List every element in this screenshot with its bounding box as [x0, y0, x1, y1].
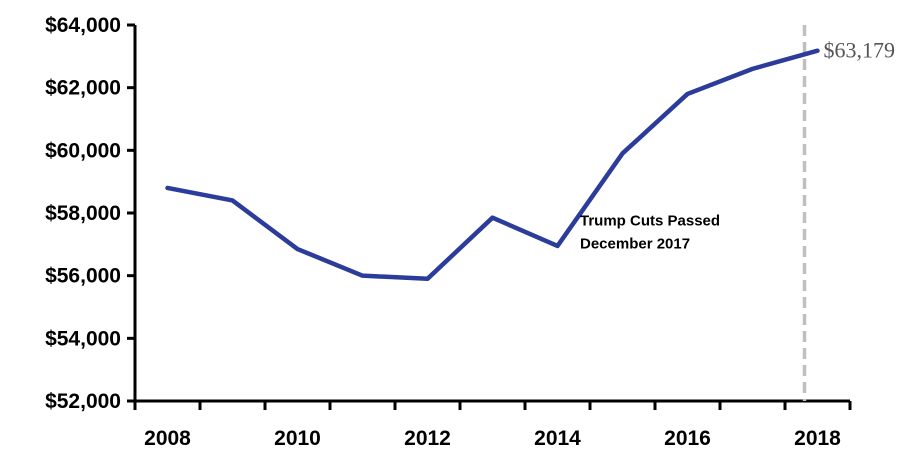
y-tick-label: $54,000: [45, 327, 121, 350]
annotations: $63,179 Trump Cuts Passed December 2017: [580, 38, 895, 253]
y-tick-label: $62,000: [45, 77, 121, 100]
x-tick-label: 2010: [274, 427, 321, 450]
y-tick-label: $60,000: [45, 139, 121, 162]
series-line: [165, 48, 820, 282]
x-tick-label: 2008: [144, 427, 191, 450]
x-tick-label: 2014: [534, 427, 581, 450]
y-tick-label: $58,000: [45, 202, 121, 225]
y-tick-label: $56,000: [45, 265, 121, 288]
x-axis: 2008 2010 2012 2014 2016 2018: [133, 399, 852, 450]
annotation-text: December 2017: [580, 236, 690, 253]
x-tick-label: 2016: [664, 427, 711, 450]
annotation-text: Trump Cuts Passed: [580, 213, 720, 230]
x-tick-label: 2018: [794, 427, 841, 450]
x-tick-label: 2012: [404, 427, 451, 450]
y-tick-label: $52,000: [45, 390, 121, 413]
y-tick-label: $64,000: [45, 14, 121, 37]
series-group: [165, 48, 820, 282]
y-axis: $52,000 $54,000 $56,000 $58,000 $60,000 $62,0…: [45, 14, 137, 413]
end-value-label: $63,179: [824, 38, 896, 63]
